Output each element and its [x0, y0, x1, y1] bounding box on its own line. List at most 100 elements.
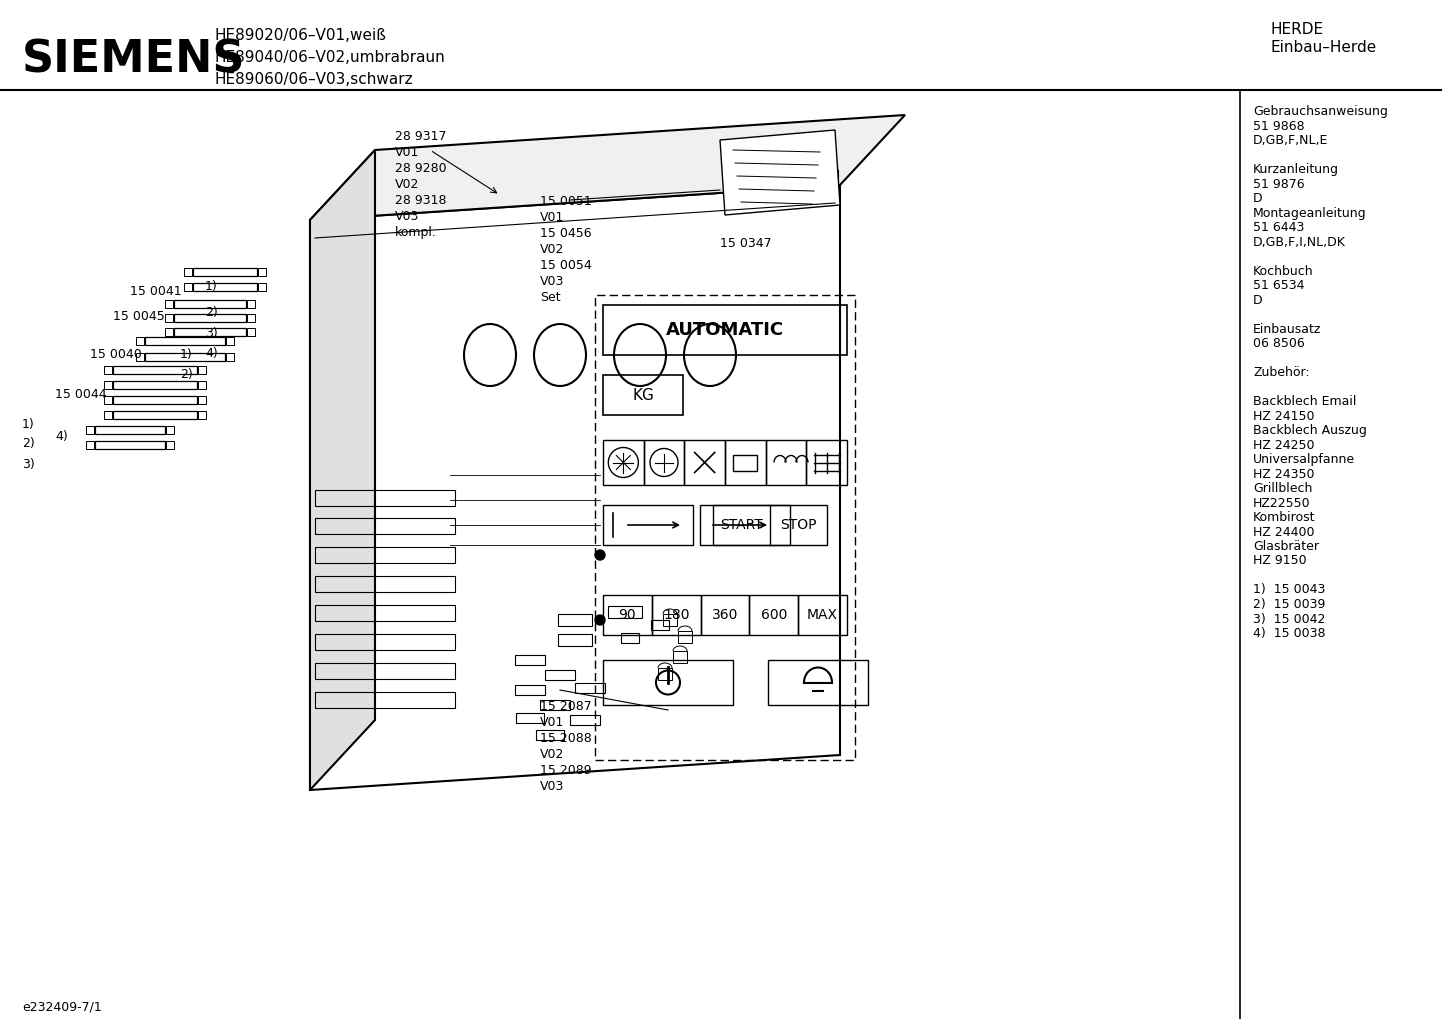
Text: 15 0347: 15 0347 — [720, 237, 771, 250]
Text: V01: V01 — [395, 146, 420, 159]
Text: Kurzanleitung: Kurzanleitung — [1253, 163, 1340, 176]
Text: 15 0456: 15 0456 — [539, 227, 591, 240]
Text: 3): 3) — [205, 327, 218, 340]
Bar — [658, 668, 672, 680]
Text: 1): 1) — [22, 418, 35, 431]
Text: D,GB,F,NL,E: D,GB,F,NL,E — [1253, 135, 1328, 147]
Text: 15 0041: 15 0041 — [130, 285, 182, 298]
Text: Glasbräter: Glasbräter — [1253, 540, 1319, 553]
Bar — [603, 660, 733, 705]
Text: 3): 3) — [22, 458, 35, 471]
Text: 2)  15 0039: 2) 15 0039 — [1253, 598, 1325, 611]
Text: 90: 90 — [619, 608, 636, 622]
Text: STOP: STOP — [780, 518, 816, 532]
Text: 51 6443: 51 6443 — [1253, 221, 1305, 234]
Text: HE89060/06–V03,schwarz: HE89060/06–V03,schwarz — [215, 72, 414, 87]
Text: 2): 2) — [180, 368, 193, 381]
Bar — [663, 614, 676, 626]
Text: 15 0040: 15 0040 — [89, 348, 141, 361]
Bar — [701, 595, 750, 635]
Bar — [652, 595, 701, 635]
Bar — [734, 454, 757, 471]
Text: Einbausatz: Einbausatz — [1253, 322, 1321, 335]
Bar — [725, 440, 766, 485]
Text: 360: 360 — [712, 608, 738, 622]
Text: 15 0051: 15 0051 — [539, 195, 591, 208]
Text: 51 9876: 51 9876 — [1253, 177, 1305, 191]
Text: e232409-7/1: e232409-7/1 — [22, 1000, 102, 1013]
Bar — [603, 505, 694, 545]
Bar — [769, 660, 868, 705]
Text: 4): 4) — [205, 347, 218, 360]
Text: 15 2087: 15 2087 — [539, 700, 591, 713]
Circle shape — [596, 615, 606, 625]
Text: 4)  15 0038: 4) 15 0038 — [1253, 627, 1325, 640]
Bar — [699, 505, 790, 545]
Bar — [685, 440, 725, 485]
Text: 2): 2) — [205, 306, 218, 319]
Bar — [820, 170, 838, 190]
Text: 15 2088: 15 2088 — [539, 732, 591, 745]
Bar — [603, 440, 643, 485]
Text: HZ 24400: HZ 24400 — [1253, 526, 1315, 538]
Text: HE89020/06–V01,weiß: HE89020/06–V01,weiß — [215, 28, 386, 43]
Text: 15 0045: 15 0045 — [112, 310, 164, 323]
Bar — [603, 595, 652, 635]
Text: 3)  15 0042: 3) 15 0042 — [1253, 612, 1325, 626]
Text: HZ 24250: HZ 24250 — [1253, 438, 1315, 451]
Text: kompl.: kompl. — [395, 226, 437, 239]
Text: 4): 4) — [55, 430, 68, 443]
Text: 15 0044: 15 0044 — [55, 388, 107, 401]
Bar — [643, 440, 685, 485]
Polygon shape — [310, 150, 375, 790]
Text: V03: V03 — [395, 210, 420, 223]
Text: Kombirost: Kombirost — [1253, 511, 1315, 524]
Text: MAX: MAX — [808, 608, 838, 622]
Polygon shape — [310, 115, 906, 220]
Text: 28 9317: 28 9317 — [395, 130, 447, 143]
Bar — [712, 505, 828, 545]
Bar — [678, 631, 692, 643]
Text: D,GB,F,I,NL,DK: D,GB,F,I,NL,DK — [1253, 235, 1345, 249]
Text: Grillblech: Grillblech — [1253, 482, 1312, 495]
Text: Kochbuch: Kochbuch — [1253, 265, 1314, 277]
Text: 600: 600 — [760, 608, 787, 622]
Text: START: START — [720, 518, 763, 532]
Text: Backblech Auszug: Backblech Auszug — [1253, 424, 1367, 437]
Text: V03: V03 — [539, 780, 564, 793]
Text: Backblech Email: Backblech Email — [1253, 395, 1357, 408]
Text: HZ22550: HZ22550 — [1253, 496, 1311, 510]
Text: V02: V02 — [395, 178, 420, 191]
Bar — [766, 440, 806, 485]
Bar — [750, 595, 799, 635]
Text: V02: V02 — [539, 243, 564, 256]
Text: Universalpfanne: Universalpfanne — [1253, 453, 1355, 466]
Text: Set: Set — [539, 291, 561, 304]
Bar — [603, 375, 684, 415]
Text: 180: 180 — [663, 608, 689, 622]
Text: 1)  15 0043: 1) 15 0043 — [1253, 584, 1325, 596]
Text: D: D — [1253, 293, 1263, 307]
Text: Zubehör:: Zubehör: — [1253, 366, 1309, 379]
Text: HZ 24150: HZ 24150 — [1253, 410, 1315, 423]
Circle shape — [596, 550, 606, 560]
Text: Gebrauchsanweisung: Gebrauchsanweisung — [1253, 105, 1387, 118]
Text: 15 0054: 15 0054 — [539, 259, 591, 272]
Text: Montageanleitung: Montageanleitung — [1253, 207, 1367, 219]
Text: 1): 1) — [205, 280, 218, 293]
Bar — [673, 651, 686, 663]
Text: 15 2089: 15 2089 — [539, 764, 591, 777]
Polygon shape — [310, 185, 841, 790]
Text: HE89040/06–V02,umbrabraun: HE89040/06–V02,umbrabraun — [215, 50, 446, 65]
Bar — [603, 305, 846, 355]
Text: V01: V01 — [539, 211, 564, 224]
Text: D: D — [1253, 192, 1263, 205]
Text: AUTOMATIC: AUTOMATIC — [666, 321, 784, 339]
Text: Einbau–Herde: Einbau–Herde — [1270, 40, 1376, 55]
Text: 2): 2) — [22, 437, 35, 450]
Text: HZ 9150: HZ 9150 — [1253, 554, 1306, 568]
Text: KG: KG — [632, 387, 653, 403]
Bar — [799, 595, 846, 635]
Text: 51 9868: 51 9868 — [1253, 119, 1305, 132]
Text: 1): 1) — [180, 348, 193, 361]
